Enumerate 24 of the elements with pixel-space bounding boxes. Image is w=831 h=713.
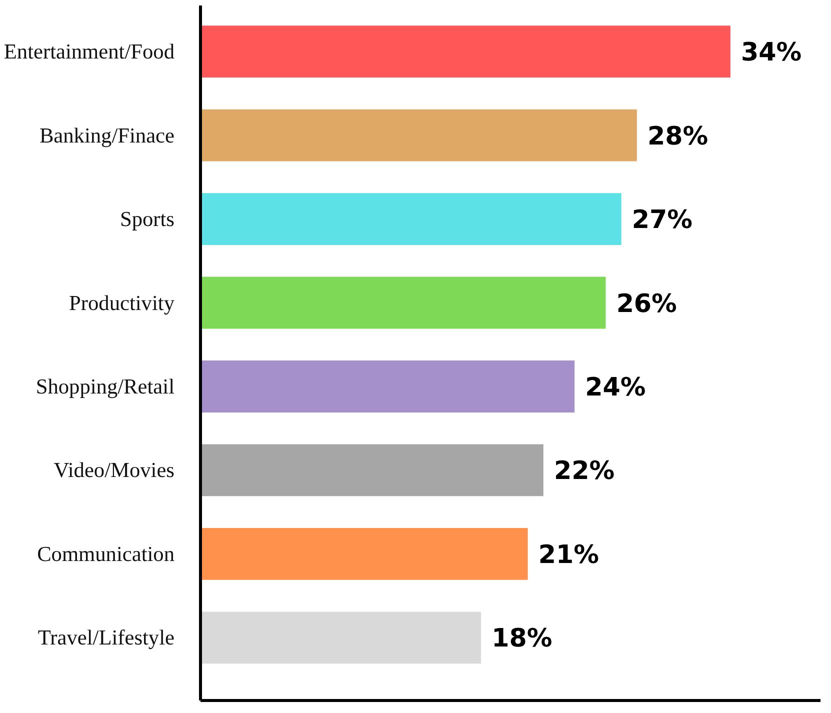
bar	[200, 444, 544, 496]
data-label: 18%	[492, 622, 552, 653]
y-tick-label: Video/Movies	[54, 458, 175, 482]
data-label: 26%	[616, 288, 677, 318]
y-tick-label: Shopping/Retail	[36, 374, 175, 398]
y-tick-label: Sports	[120, 207, 175, 232]
data-label: 27%	[632, 204, 693, 234]
bar	[200, 528, 528, 580]
bar	[200, 612, 482, 664]
data-label: 22%	[554, 455, 615, 486]
bar	[200, 360, 575, 412]
bar	[200, 109, 637, 162]
data-label: 34%	[741, 36, 802, 67]
y-tick-label: Communication	[37, 542, 175, 566]
bar	[200, 193, 622, 245]
bar	[200, 26, 730, 78]
y-tick-label: Banking/Finace	[39, 123, 175, 148]
bar	[200, 276, 606, 329]
y-tick-label: Entertainment/Food	[4, 40, 175, 64]
y-tick-label: Travel/Lifestyle	[38, 626, 175, 650]
data-label: 28%	[648, 120, 708, 150]
data-label: 21%	[538, 538, 600, 569]
y-tick-label: Productivity	[69, 290, 175, 315]
data-label: 24%	[585, 371, 646, 402]
